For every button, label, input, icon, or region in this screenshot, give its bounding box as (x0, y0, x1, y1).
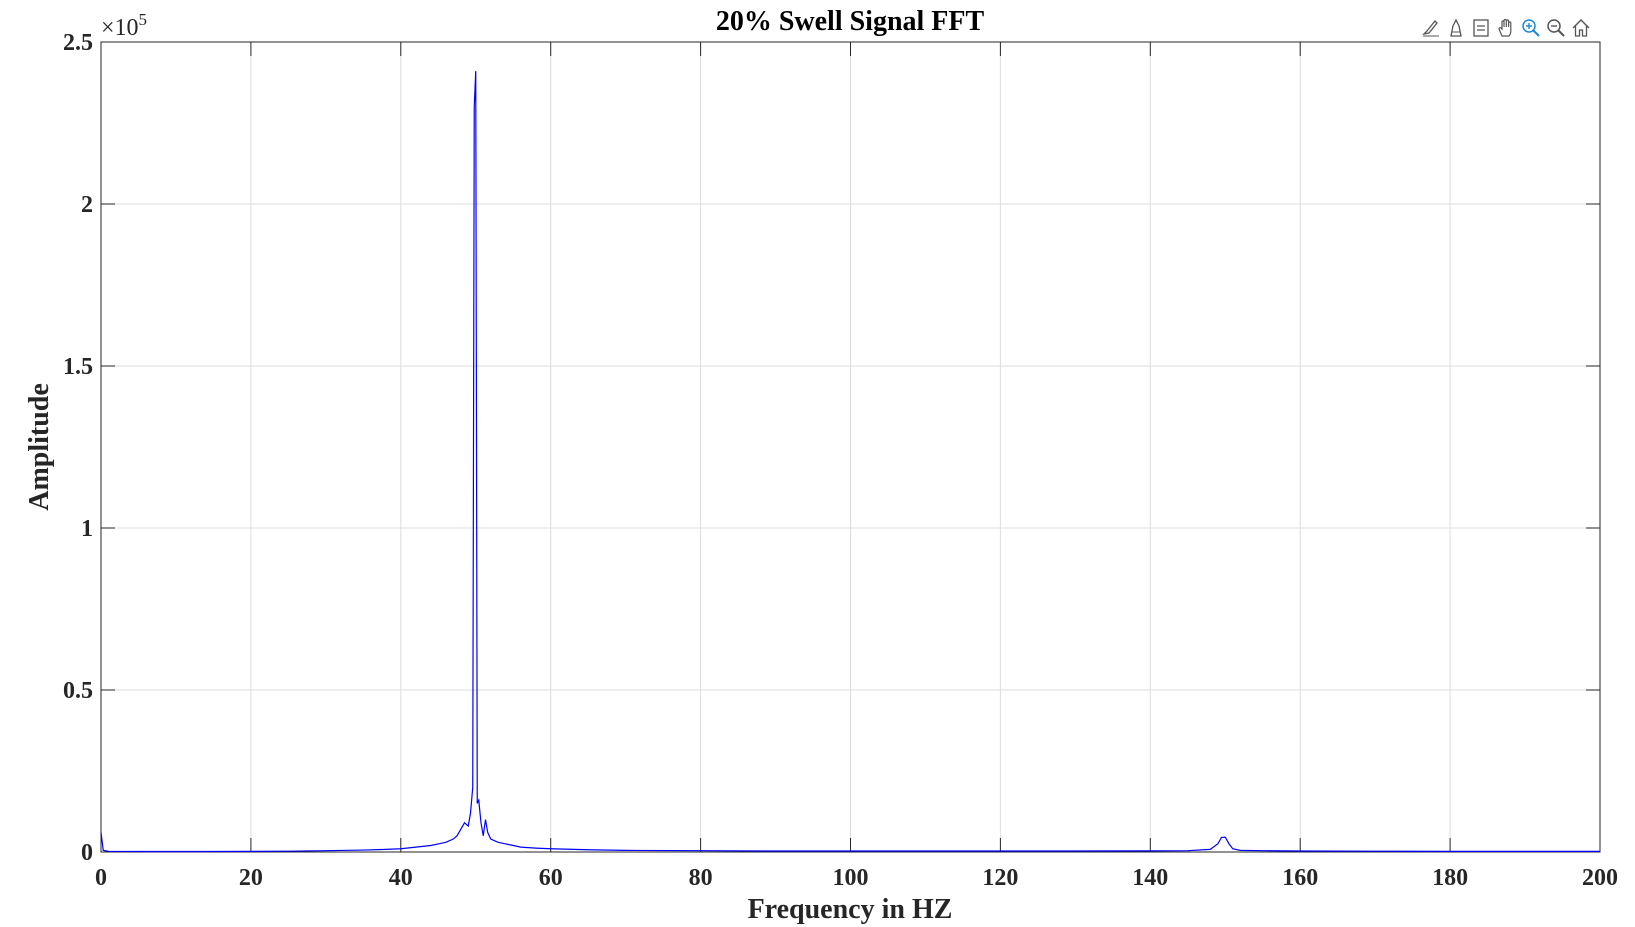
x-tick-label: 120 (982, 865, 1018, 891)
grid-lines (100, 41, 1601, 853)
x-tick-label: 160 (1282, 865, 1318, 891)
x-tick-label: 200 (1582, 865, 1618, 891)
zoom-out-icon[interactable] (1545, 17, 1567, 39)
chart-title: 20% Swell Signal FFT (716, 6, 985, 37)
x-tick-label: 100 (833, 865, 869, 891)
y-tick-label: 0.5 (63, 678, 93, 704)
x-tick-label: 180 (1432, 865, 1468, 891)
y-tick-label: 2 (81, 192, 93, 218)
x-tick-label: 140 (1132, 865, 1168, 891)
legend-icon[interactable] (1470, 17, 1492, 39)
zoom-in-icon[interactable] (1520, 17, 1542, 39)
data-tips-icon[interactable] (1445, 17, 1467, 39)
axis-ticks (100, 41, 1601, 853)
y-axis-label: Amplitude (24, 383, 55, 511)
x-tick-label: 0 (95, 865, 107, 891)
x-tick-label: 80 (689, 865, 713, 891)
series-line (100, 71, 1600, 853)
y-tick-label: 2.5 (63, 30, 93, 56)
brush-icon[interactable] (1420, 17, 1442, 39)
home-icon[interactable] (1570, 17, 1592, 39)
y-exponent-label: ×105 (101, 10, 147, 41)
y-tick-label: 0 (81, 840, 93, 866)
axes-toolbar (1420, 16, 1592, 40)
x-tick-label: 40 (389, 865, 413, 891)
x-tick-label: 60 (539, 865, 563, 891)
x-tick-label: 20 (239, 865, 263, 891)
pan-icon[interactable] (1495, 17, 1517, 39)
y-tick-label: 1.5 (63, 354, 93, 380)
y-tick-labels: 0 0.5 1 1.5 2 2.5 (63, 30, 93, 866)
x-tick-labels: 0 20 40 60 80 100 120 140 160 180 200 (95, 865, 1618, 891)
y-tick-label: 1 (81, 516, 93, 542)
x-axis-label: Frequency in HZ (748, 894, 953, 925)
